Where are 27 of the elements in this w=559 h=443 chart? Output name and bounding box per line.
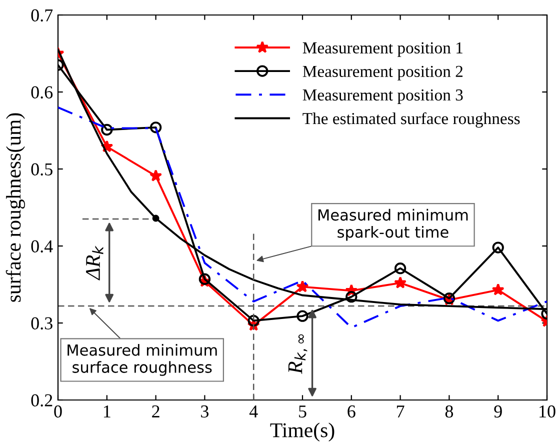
annotation: R$_{k,∞}$ <box>288 334 308 374</box>
annotation: ΔR$_{k}$ <box>86 246 104 280</box>
x-tick-label: 3 <box>201 405 209 418</box>
y-tick-label: 0.4 <box>31 240 53 253</box>
x-tick-label: 6 <box>348 405 356 418</box>
x-tick-label: 10 <box>540 405 556 418</box>
x-tick-label: 0 <box>54 405 62 418</box>
x-axis-title: Time(s) <box>270 422 334 442</box>
legend-label: The estimated surface roughness <box>302 112 520 128</box>
y-tick-label: 0.6 <box>31 86 53 99</box>
x-tick-label: 2 <box>152 405 160 418</box>
legend-label: Measurement position 1 <box>302 42 462 57</box>
legend-label: Measurement position 2 <box>302 66 463 80</box>
x-tick-label: 7 <box>396 406 404 418</box>
y-tick-label: 0.5 <box>31 163 52 176</box>
x-tick-label: 4 <box>249 406 258 418</box>
legend-label: Measurement position 3 <box>302 89 463 104</box>
x-tick-label: 8 <box>445 405 454 418</box>
y-tick-label: 0.7 <box>31 9 53 22</box>
y-tick-label: 0.2 <box>31 394 52 407</box>
x-tick-label: 5 <box>299 406 306 418</box>
y-axis-title: surface roughness(um) <box>6 113 26 302</box>
x-tick-label: 9 <box>494 405 502 418</box>
annotation: Measured minimum surface roughness <box>68 344 217 376</box>
x-tick-label: 1 <box>104 405 110 418</box>
y-tick-label: 0.3 <box>31 317 52 330</box>
annotation: Measured minimum spark-out time <box>318 208 468 241</box>
